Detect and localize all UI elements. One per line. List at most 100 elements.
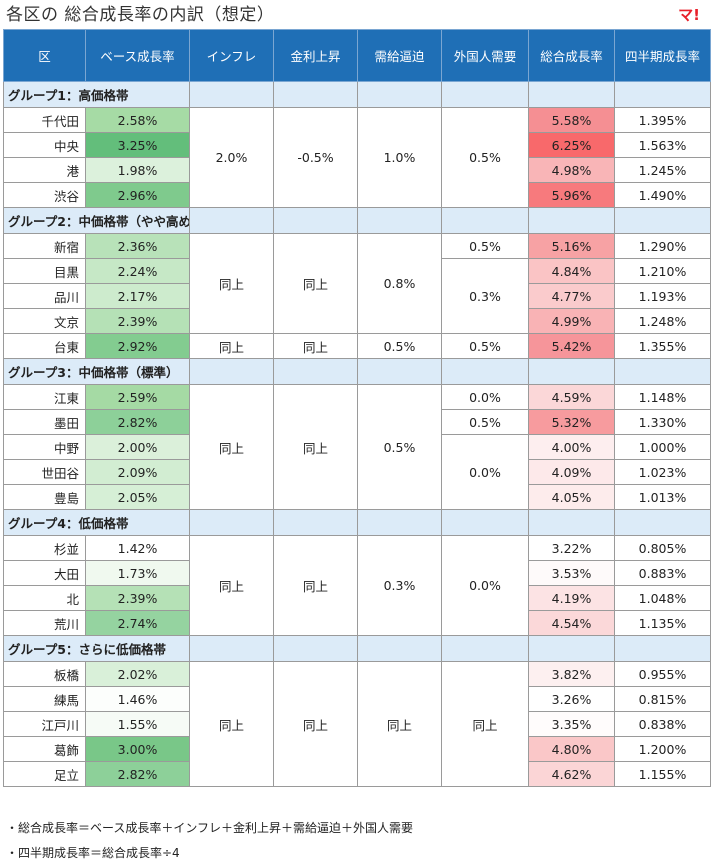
base-growth-cell: 2.58% [85,107,190,133]
group-header-blank [273,358,358,385]
total-growth-cell: 5.42% [528,333,615,359]
total-growth-cell: 5.32% [528,409,615,435]
header-rate-rise: 金利上昇 [273,29,358,82]
total-growth-cell: 3.82% [528,661,615,687]
header-inflation: インフレ [189,29,274,82]
table-row: 板橋 2.02% 同上 同上 同上 同上 3.82% 0.955% [3,661,711,787]
group-label: グループ1：高価格帯 [3,81,190,108]
quarterly-growth-cell: 0.955% [614,661,711,687]
table-row: 文京 2.39% 4.99% 1.248% [3,308,711,334]
ward-name: 板橋 [3,661,86,687]
quarterly-growth-cell: 0.815% [614,686,711,712]
ward-name: 品川 [3,283,86,309]
total-growth-cell: 4.80% [528,736,615,762]
supply-tightness-cell: 0.3% [357,535,442,636]
total-growth-cell: 4.62% [528,761,615,787]
header-base-growth: ベース成長率 [85,29,190,82]
group-header-blank [528,635,615,662]
group-header-blank [528,81,615,108]
supply-tightness-cell: 0.5% [357,384,442,510]
table-row: 港 1.98% 4.98% 1.245% [3,157,711,183]
ward-name: 文京 [3,308,86,334]
ward-name: 豊島 [3,484,86,510]
table-row: 新宿 2.36% 同上 同上 0.8% 0.5% 5.16% 1.290% [3,233,711,334]
base-growth-cell: 1.55% [85,711,190,737]
quarterly-growth-cell: 0.838% [614,711,711,737]
group-label: グループ2：中価格帯（やや高め） [3,207,190,234]
rate-rise-cell: 同上 [273,661,358,787]
base-growth-cell: 2.96% [85,182,190,208]
inflation-cell: 同上 [189,384,274,510]
ward-name: 世田谷 [3,459,86,485]
group-header-blank [357,358,442,385]
page-title: 各区の 総合成長率の内訳（想定） [6,5,275,25]
base-growth-cell: 3.00% [85,736,190,762]
group-label: グループ5：さらに低価格帯 [3,635,190,662]
group-header-row: グループ3：中価格帯（標準） [3,358,711,385]
base-growth-cell: 3.25% [85,132,190,158]
group-header-blank [528,509,615,536]
supply-tightness-cell: 0.5% [357,333,442,359]
group-header-row: グループ4：低価格帯 [3,509,711,536]
table-row: 葛飾 3.00% 4.80% 1.200% [3,736,711,762]
group-header-blank [357,81,442,108]
total-growth-cell: 4.99% [528,308,615,334]
group-header-blank [189,509,274,536]
inflation-cell: 同上 [189,333,274,359]
foreign-demand-cell: 0.5% [441,333,529,359]
rate-rise-cell: -0.5% [273,107,358,208]
group-header-blank [614,358,711,385]
table-row: 目黒 2.24% 0.3% 4.84% 1.210% [3,258,711,334]
base-growth-cell: 2.17% [85,283,190,309]
rate-rise-cell: 同上 [273,233,358,334]
ward-name: 中野 [3,434,86,460]
quarterly-growth-cell: 1.013% [614,484,711,510]
total-growth-cell: 5.58% [528,107,615,133]
rate-rise-cell: 同上 [273,333,358,359]
table-body: グループ1：高価格帯 千代田 2.58% 2.0% -0.5% 1.0% 0.5% 5.58%… [3,81,711,787]
table-row: 江戸川 1.55% 3.35% 0.838% [3,711,711,737]
ward-name: 練馬 [3,686,86,712]
group-header-blank [441,635,529,662]
quarterly-growth-cell: 1.563% [614,132,711,158]
table-row: 世田谷 2.09% 4.09% 1.023% [3,459,711,485]
footnotes: ・総合成長率＝ベース成長率＋インフレ＋金利上昇＋需給逼迫＋外国人需要 ・四半期成… [6,816,413,866]
base-growth-cell: 2.92% [85,333,190,359]
header-supply-tightness: 需給逼迫 [357,29,442,82]
base-growth-cell: 1.42% [85,535,190,561]
quarterly-growth-cell: 1.200% [614,736,711,762]
brand-logo: マ! [678,6,700,24]
base-growth-cell: 2.59% [85,384,190,410]
group-header-blank [273,635,358,662]
group-header-blank [614,509,711,536]
header-ward: 区 [3,29,86,82]
header-foreign-demand: 外国人需要 [441,29,529,82]
quarterly-growth-cell: 1.023% [614,459,711,485]
quarterly-growth-cell: 0.883% [614,560,711,586]
total-growth-cell: 5.96% [528,182,615,208]
base-growth-cell: 2.00% [85,434,190,460]
foreign-demand-cell: 0.0% [441,384,529,410]
table-row: 豊島 2.05% 4.05% 1.013% [3,484,711,510]
ward-name: 港 [3,157,86,183]
ward-name: 台東 [3,333,86,359]
group-header-blank [357,207,442,234]
ward-name: 江東 [3,384,86,410]
total-growth-cell: 6.25% [528,132,615,158]
header-quarterly-growth: 四半期成長率 [614,29,711,82]
header-row: 区 ベース成長率 インフレ 金利上昇 需給逼迫 外国人需要 総合成長率 四半期成… [3,29,711,82]
group-header-blank [357,509,442,536]
total-growth-cell: 4.09% [528,459,615,485]
rate-rise-cell: 同上 [273,535,358,636]
foreign-demand-cell: 0.3% [441,258,529,334]
quarterly-growth-cell: 1.395% [614,107,711,133]
group-header-row: グループ2：中価格帯（やや高め） [3,207,711,234]
group-header-blank [189,81,274,108]
ward-name: 目黒 [3,258,86,284]
group-header-blank [528,358,615,385]
quarterly-growth-cell: 1.148% [614,384,711,410]
total-growth-cell: 5.16% [528,233,615,259]
table-row: 千代田 2.58% 2.0% -0.5% 1.0% 0.5% 5.58% 1.395% [3,107,711,208]
group-header-blank [614,207,711,234]
base-growth-cell: 2.74% [85,610,190,636]
